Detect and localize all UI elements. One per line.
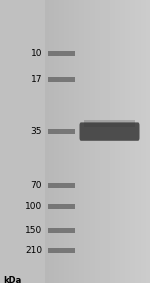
- Text: 210: 210: [25, 246, 42, 255]
- Text: 35: 35: [30, 127, 42, 136]
- FancyBboxPatch shape: [48, 248, 75, 253]
- FancyBboxPatch shape: [48, 77, 75, 82]
- Text: 17: 17: [30, 75, 42, 84]
- FancyBboxPatch shape: [48, 204, 75, 209]
- Text: 70: 70: [30, 181, 42, 190]
- FancyBboxPatch shape: [48, 228, 75, 233]
- FancyBboxPatch shape: [84, 119, 135, 127]
- Text: kDa: kDa: [3, 276, 21, 283]
- FancyBboxPatch shape: [48, 183, 75, 188]
- Text: 150: 150: [25, 226, 42, 235]
- Text: 100: 100: [25, 202, 42, 211]
- FancyBboxPatch shape: [48, 51, 75, 56]
- Text: 10: 10: [30, 49, 42, 58]
- FancyBboxPatch shape: [48, 129, 75, 134]
- FancyBboxPatch shape: [80, 122, 140, 141]
